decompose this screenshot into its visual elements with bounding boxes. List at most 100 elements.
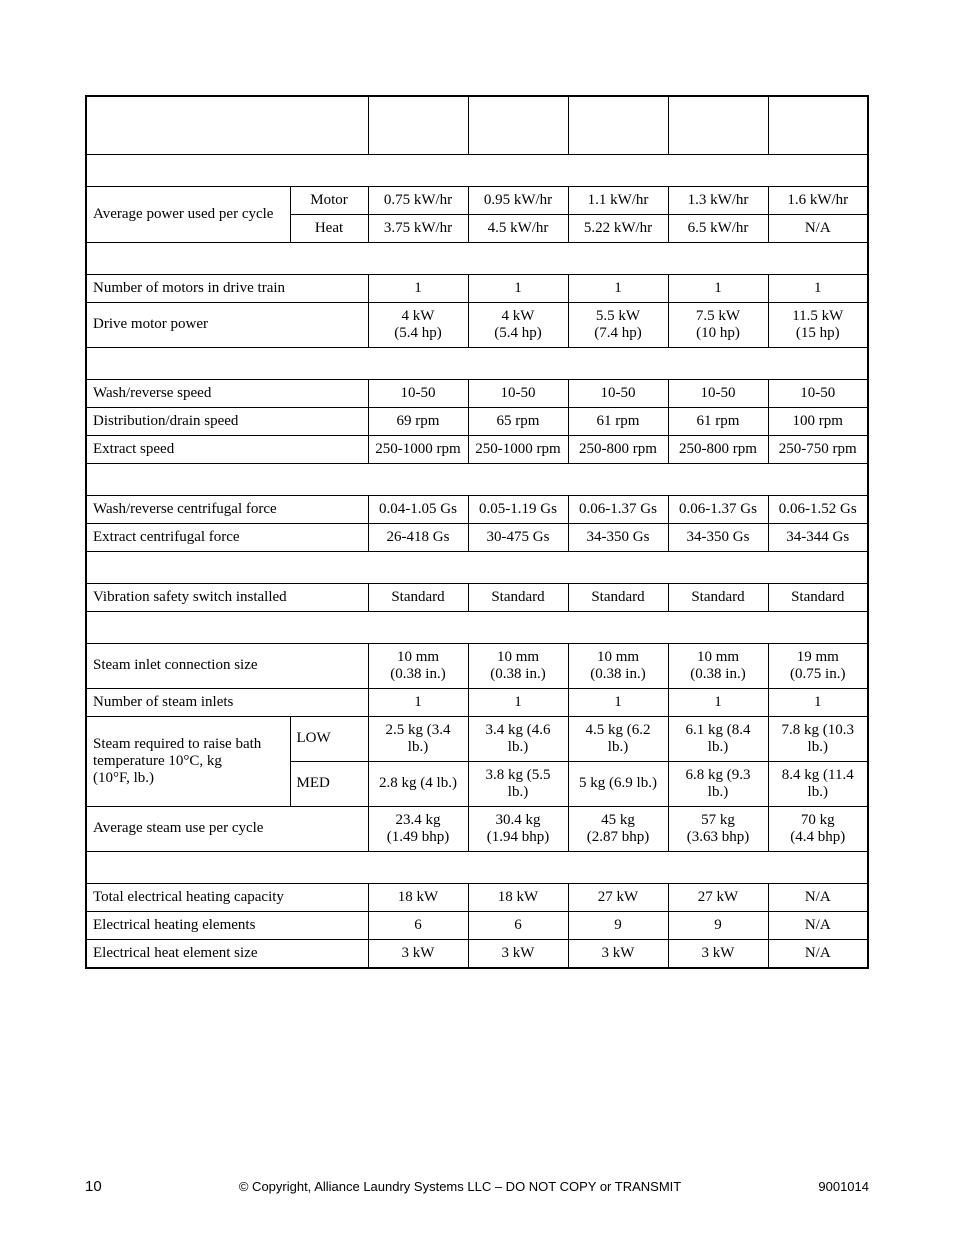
- val: 1.6 kW/hr: [768, 186, 868, 214]
- val: 10 mm(0.38 in.): [668, 643, 768, 688]
- row-elec-elem: Electrical heating elements 6 6 9 9 N/A: [86, 911, 868, 939]
- row-extract-cf: Extract centrifugal force 26-418 Gs 30-4…: [86, 523, 868, 551]
- row-avg-steam: Average steam use per cycle 23.4 kg(1.49…: [86, 806, 868, 851]
- label: Total electrical heating capacity: [86, 883, 368, 911]
- val: 4.5 kg (6.2 lb.): [568, 716, 668, 761]
- val: 2.5 kg (3.4 lb.): [368, 716, 468, 761]
- val: 0.06-1.37 Gs: [668, 495, 768, 523]
- val: 34-350 Gs: [568, 523, 668, 551]
- label: Extract centrifugal force: [86, 523, 368, 551]
- val: 1: [768, 688, 868, 716]
- val: 6.1 kg (8.4 lb.): [668, 716, 768, 761]
- val: 9: [668, 911, 768, 939]
- specifications-table: Average power used per cycle Motor 0.75 …: [85, 95, 869, 969]
- val: 3 kW: [568, 939, 668, 968]
- val: 5.22 kW/hr: [568, 214, 668, 242]
- val: 0.06-1.52 Gs: [768, 495, 868, 523]
- row-steam-inlet: Steam inlet connection size 10 mm(0.38 i…: [86, 643, 868, 688]
- val: 7.8 kg (10.3 lb.): [768, 716, 868, 761]
- val: 45 kg(2.87 bhp): [568, 806, 668, 851]
- label: Distribution/drain speed: [86, 407, 368, 435]
- label-avg-power: Average power used per cycle: [86, 186, 290, 242]
- val: 5.5 kW(7.4 hp): [568, 302, 668, 347]
- label: Number of motors in drive train: [86, 274, 368, 302]
- label: Vibration safety switch installed: [86, 583, 368, 611]
- val: 11.5 kW(15 hp): [768, 302, 868, 347]
- sublabel-low: LOW: [290, 716, 368, 761]
- label: Number of steam inlets: [86, 688, 368, 716]
- label: Steam inlet connection size: [86, 643, 368, 688]
- val: 27 kW: [568, 883, 668, 911]
- val: N/A: [768, 883, 868, 911]
- val: 18 kW: [368, 883, 468, 911]
- val: 3 kW: [668, 939, 768, 968]
- copyright-text: © Copyright, Alliance Laundry Systems LL…: [102, 1179, 819, 1194]
- val: 10-50: [468, 379, 568, 407]
- val: 1: [468, 274, 568, 302]
- val: 3 kW: [468, 939, 568, 968]
- val: 61 rpm: [568, 407, 668, 435]
- val: 10-50: [568, 379, 668, 407]
- val: 250-1000 rpm: [468, 435, 568, 463]
- val: 1: [568, 274, 668, 302]
- val: 1.3 kW/hr: [668, 186, 768, 214]
- val: 69 rpm: [368, 407, 468, 435]
- section-blank-6: [86, 611, 868, 643]
- val: 1: [768, 274, 868, 302]
- label: Electrical heat element size: [86, 939, 368, 968]
- val: 4 kW(5.4 hp): [468, 302, 568, 347]
- sublabel-heat: Heat: [290, 214, 368, 242]
- val: 0.75 kW/hr: [368, 186, 468, 214]
- section-blank-1: [86, 154, 868, 186]
- label: Electrical heating elements: [86, 911, 368, 939]
- val: 65 rpm: [468, 407, 568, 435]
- val: 0.05-1.19 Gs: [468, 495, 568, 523]
- val: 6.8 kg (9.3 lb.): [668, 761, 768, 806]
- val: 57 kg(3.63 bhp): [668, 806, 768, 851]
- val: 23.4 kg(1.49 bhp): [368, 806, 468, 851]
- val: 4.5 kW/hr: [468, 214, 568, 242]
- row-num-motors: Number of motors in drive train 1 1 1 1 …: [86, 274, 868, 302]
- val: Standard: [568, 583, 668, 611]
- page-footer: 10 © Copyright, Alliance Laundry Systems…: [85, 1178, 869, 1195]
- val: 0.04-1.05 Gs: [368, 495, 468, 523]
- val: Standard: [368, 583, 468, 611]
- row-num-steam-inlets: Number of steam inlets 1 1 1 1 1: [86, 688, 868, 716]
- val: 10 mm(0.38 in.): [568, 643, 668, 688]
- val: 100 rpm: [768, 407, 868, 435]
- val: 1.1 kW/hr: [568, 186, 668, 214]
- section-blank-5: [86, 551, 868, 583]
- row-total-elec: Total electrical heating capacity 18 kW …: [86, 883, 868, 911]
- val: 7.5 kW(10 hp): [668, 302, 768, 347]
- val: 6: [368, 911, 468, 939]
- val: 3 kW: [368, 939, 468, 968]
- section-blank-4: [86, 463, 868, 495]
- val: 3.75 kW/hr: [368, 214, 468, 242]
- val: 18 kW: [468, 883, 568, 911]
- val: 1: [668, 274, 768, 302]
- section-blank-2: [86, 242, 868, 274]
- val: 1: [668, 688, 768, 716]
- val: 5 kg (6.9 lb.): [568, 761, 668, 806]
- label: Extract speed: [86, 435, 368, 463]
- val: 10-50: [668, 379, 768, 407]
- row-vibration: Vibration safety switch installed Standa…: [86, 583, 868, 611]
- section-blank-3: [86, 347, 868, 379]
- label-steam-req: Steam required to raise bath temperature…: [86, 716, 290, 806]
- val: 30.4 kg(1.94 bhp): [468, 806, 568, 851]
- val: 30-475 Gs: [468, 523, 568, 551]
- page: Average power used per cycle Motor 0.75 …: [0, 0, 954, 1235]
- val: 3.4 kg (4.6 lb.): [468, 716, 568, 761]
- val: 27 kW: [668, 883, 768, 911]
- val: N/A: [768, 939, 868, 968]
- row-steam-low: Steam required to raise bath temperature…: [86, 716, 868, 761]
- val: 34-344 Gs: [768, 523, 868, 551]
- page-number: 10: [85, 1178, 102, 1195]
- val: 1: [468, 688, 568, 716]
- val: Standard: [768, 583, 868, 611]
- val: Standard: [668, 583, 768, 611]
- val: 1: [368, 688, 468, 716]
- val: 10 mm(0.38 in.): [368, 643, 468, 688]
- label: Wash/reverse speed: [86, 379, 368, 407]
- val: 10-50: [768, 379, 868, 407]
